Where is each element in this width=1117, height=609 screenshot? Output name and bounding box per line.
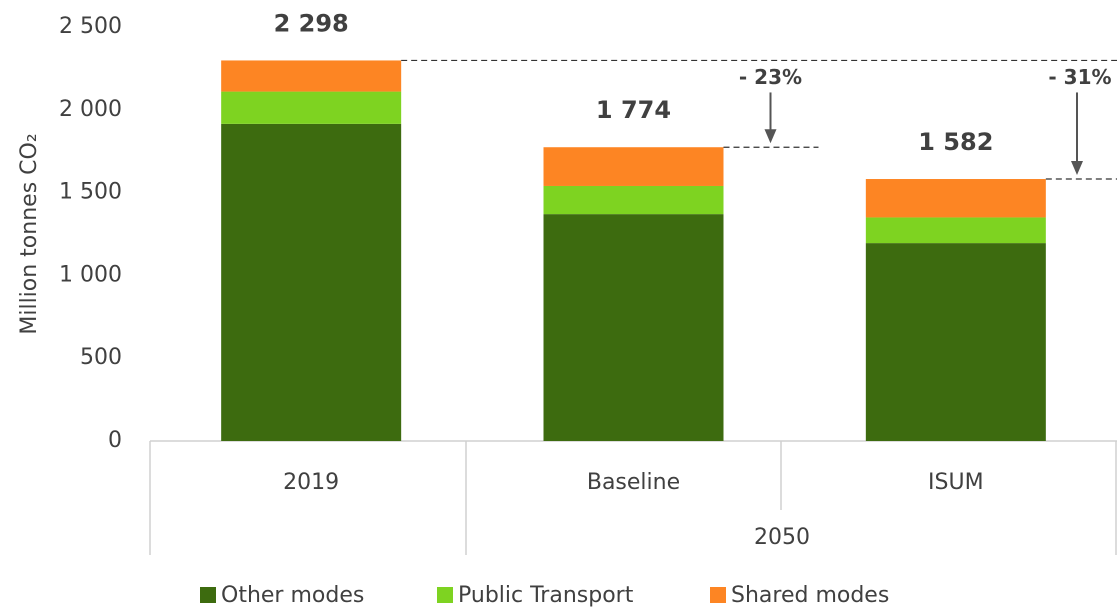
bar-segment [543,147,724,186]
total-label: 2 298 [274,9,349,37]
bar-segment [543,185,724,215]
y-tick-label: 2 000 [59,97,122,122]
legend-swatch [200,587,216,603]
x-tick-label: ISUM [928,470,984,495]
legend-label: Public Transport [458,583,634,608]
y-tick-label: 1 000 [59,262,122,287]
arrow-head [1071,161,1083,176]
x-tick-label: 2019 [283,470,339,495]
bar-segment [221,60,402,92]
legend-swatch [437,587,453,603]
x-tick-label: Baseline [587,470,680,495]
y-axis-label: Million tonnes CO₂ [17,133,42,334]
legend-swatch [710,587,726,603]
arrow-head [764,129,777,144]
group-label: 2050 [754,525,810,550]
y-tick-label: 1 500 [59,180,122,205]
bar-segment [221,91,402,124]
annotation: - 31% [1048,65,1111,89]
legend-label: Other modes [221,583,364,608]
bar-segment [221,123,402,441]
y-tick-label: 2 500 [59,14,122,39]
legend-label: Shared modes [731,583,889,608]
y-tick-label: 0 [108,428,122,453]
bar-segment [865,179,1046,218]
total-label: 1 582 [918,128,993,156]
bar-segment [543,214,724,441]
bar-segment [865,243,1046,441]
bar-segment [865,217,1046,244]
annotation: - 23% [739,65,802,89]
total-label: 1 774 [596,96,671,124]
y-tick-label: 500 [80,345,122,370]
